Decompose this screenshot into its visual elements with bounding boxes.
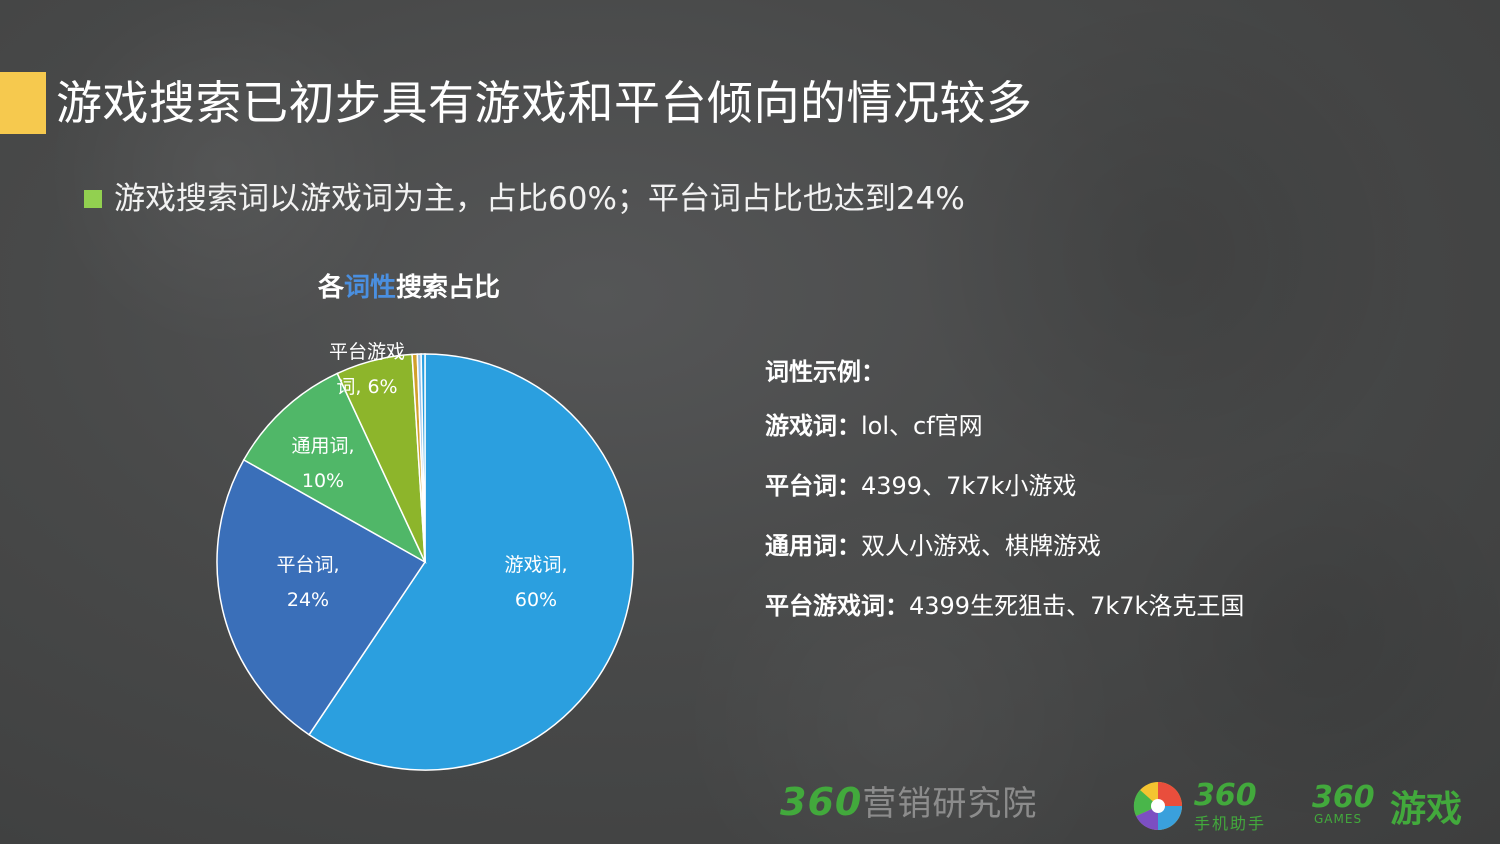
pie-label-platform: 平台词, 24%	[276, 554, 339, 611]
example-text: 双人小游戏、棋牌游戏	[861, 532, 1101, 560]
logo-number: 360	[780, 780, 863, 824]
chart-title-part-1: 各	[318, 273, 345, 303]
example-term: 游戏词：	[765, 412, 861, 440]
logo-text: 手机助手	[1194, 814, 1267, 833]
word-examples-panel: 词性示例： 游戏词：lol、cf官网 平台词：4399、7k7k小游戏 通用词：…	[765, 352, 1465, 646]
examples-heading: 词性示例：	[765, 358, 885, 386]
logo-subtext: GAMES	[1314, 812, 1363, 826]
chart-title: 各词性搜索占比	[318, 268, 500, 308]
chart-title-part-3: 搜索占比	[396, 273, 501, 303]
example-row-platform: 平台词：4399、7k7k小游戏	[765, 466, 1465, 506]
example-term: 平台游戏词：	[765, 592, 909, 620]
logo-360-marketing-institute: 360营销研究院	[780, 776, 1037, 836]
pie-slice-game	[308, 353, 634, 771]
slide-subtitle: 游戏搜索词以游戏词为主，占比60%；平台词占比也达到24%	[114, 181, 965, 217]
assistant-ball-icon	[1133, 782, 1182, 831]
example-term: 通用词：	[765, 532, 861, 560]
slide-title: 游戏搜索已初步具有游戏和平台倾向的情况较多	[56, 76, 1033, 130]
pie-label-platform-game: 平台游戏词, 6%	[329, 341, 405, 398]
logo-number: 360	[1312, 780, 1375, 815]
bullet-square-icon	[84, 190, 102, 208]
chart-title-highlight: 词性	[344, 273, 397, 303]
pie-label-game: 游戏词, 60%	[504, 554, 567, 611]
title-accent-bar	[0, 72, 46, 134]
example-text: 4399生死狙击、7k7k洛克王国	[909, 592, 1245, 620]
logo-text: 游戏	[1390, 789, 1463, 830]
example-row-platform-game: 平台游戏词：4399生死狙击、7k7k洛克王国	[765, 586, 1465, 626]
example-row-general: 通用词：双人小游戏、棋牌游戏	[765, 526, 1465, 566]
pie-slice-other-3	[420, 353, 426, 563]
pie-slice-general	[242, 372, 427, 564]
example-text: lol、cf官网	[861, 412, 983, 440]
logo-text: 营销研究院	[862, 784, 1038, 824]
example-term: 平台词：	[765, 472, 861, 500]
example-text: 4399、7k7k小游戏	[861, 472, 1077, 500]
example-row-game: 游戏词：lol、cf官网	[765, 406, 1465, 446]
logo-number: 360	[1194, 778, 1257, 813]
pie-slice-platform	[216, 458, 427, 736]
pie-label-general: 通用词, 10%	[291, 435, 354, 492]
